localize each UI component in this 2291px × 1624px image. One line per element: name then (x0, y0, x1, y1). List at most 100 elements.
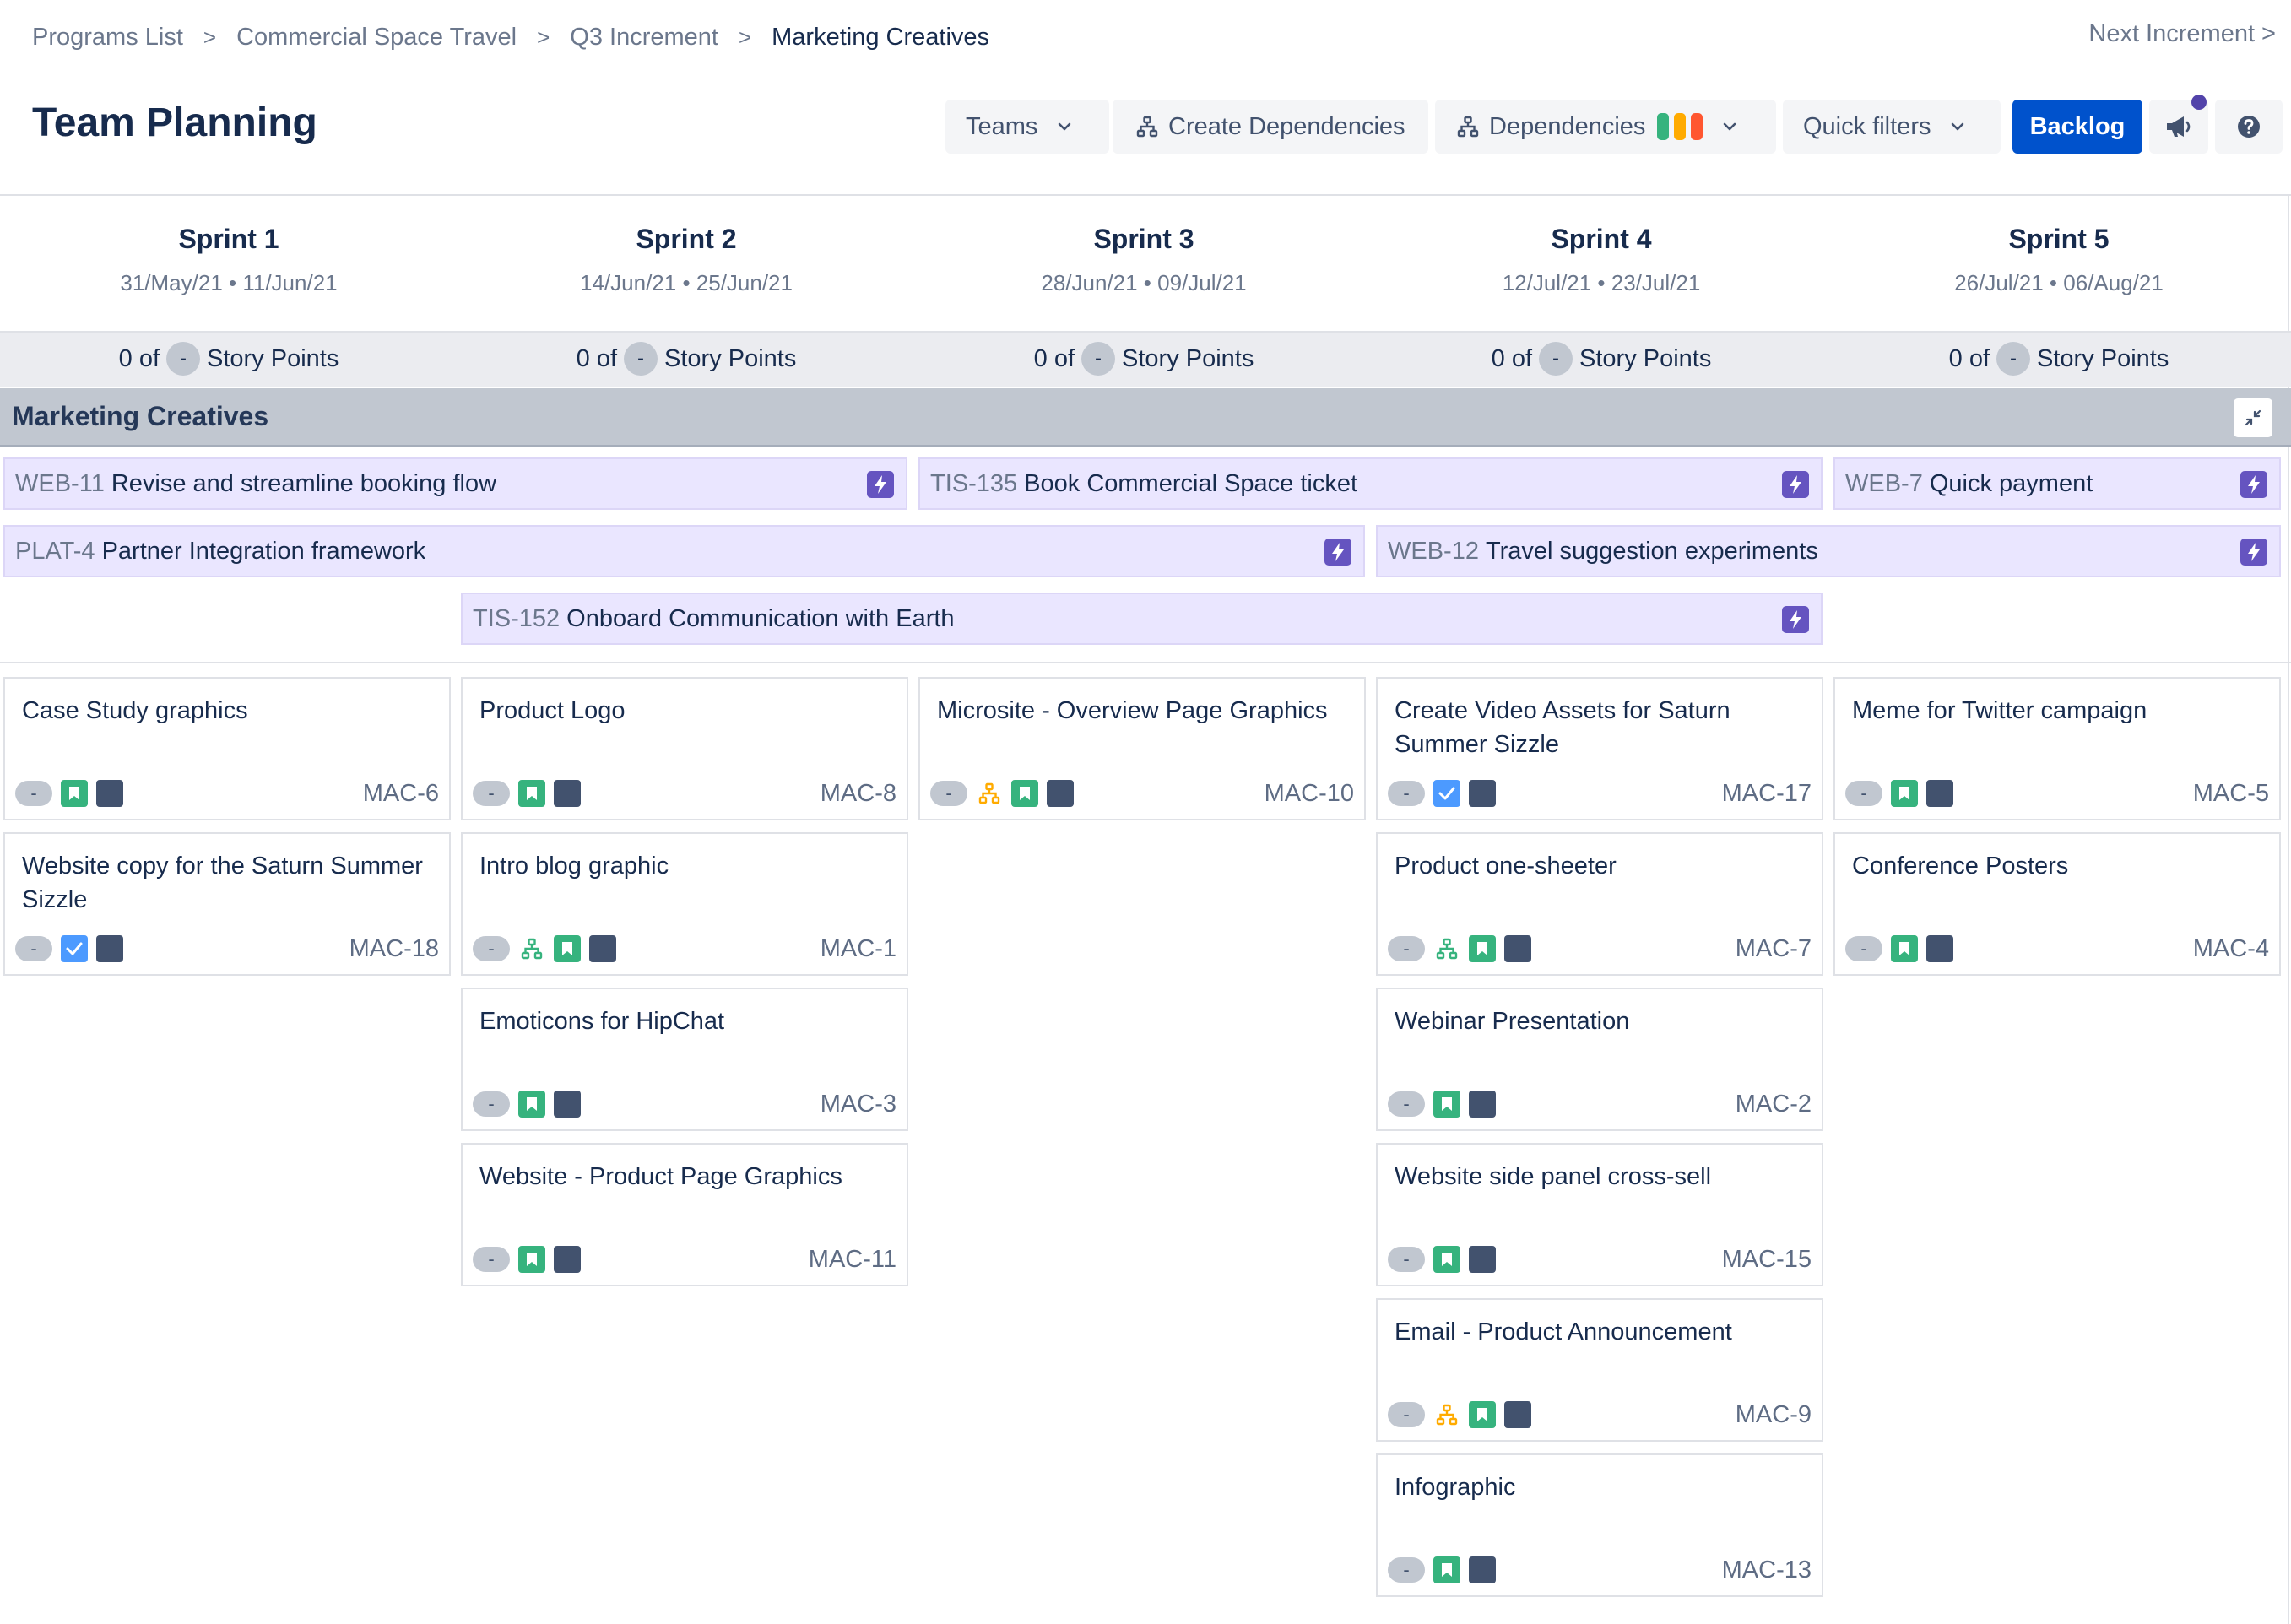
sprint-1-story-points: 0 of - Story Points (0, 331, 458, 387)
issue-card[interactable]: Website copy for the Saturn Summer Sizzl… (3, 832, 451, 976)
feature-bar[interactable]: TIS-152 Onboard Communication with Earth (461, 593, 1823, 645)
issue-card[interactable]: Webinar Presentation - MAC-2 (1376, 988, 1823, 1131)
estimate-pill[interactable]: - (473, 781, 510, 806)
chevron-down-icon (1059, 122, 1071, 131)
issue-footer: - MAC-18 (15, 934, 439, 964)
priority-icon (1926, 935, 1953, 962)
issue-key[interactable]: MAC-18 (349, 934, 439, 962)
sprint-name: Sprint 2 (636, 224, 737, 254)
issue-footer: - MAC-2 (1388, 1089, 1812, 1119)
issue-key[interactable]: MAC-11 (808, 1245, 896, 1273)
points-value-pill: - (624, 342, 658, 376)
priority-icon (1469, 1556, 1496, 1583)
issue-footer: - MAC-13 (1388, 1555, 1812, 1585)
issue-key[interactable]: MAC-2 (1735, 1090, 1812, 1118)
issue-key[interactable]: MAC-13 (1721, 1556, 1812, 1583)
dependency-green-icon[interactable] (518, 935, 545, 962)
estimate-pill[interactable]: - (1845, 936, 1882, 961)
issue-key[interactable]: MAC-1 (820, 934, 896, 962)
dependency-orange-icon[interactable] (976, 780, 1003, 807)
issue-footer: - MAC-5 (1845, 778, 2269, 809)
issue-card[interactable]: Case Study graphics - MAC-6 (3, 677, 451, 820)
estimate-pill[interactable]: - (1388, 781, 1425, 806)
issue-key[interactable]: MAC-5 (2192, 779, 2269, 807)
feature-key: TIS-152 (473, 604, 561, 632)
announcements-button[interactable] (2149, 95, 2208, 154)
issue-key[interactable]: MAC-4 (2192, 934, 2269, 962)
issue-card[interactable]: Intro blog graphic - MAC-1 (461, 832, 908, 976)
estimate-pill[interactable]: - (15, 936, 52, 961)
breadcrumb-programs-list[interactable]: Programs List (32, 23, 183, 51)
issue-key[interactable]: MAC-10 (1264, 779, 1354, 807)
sprint-dates: 26/Jul/21 • 06/Aug/21 (1954, 270, 2164, 295)
feature-bar[interactable]: WEB-11 Revise and streamline booking flo… (3, 457, 907, 510)
backlog-button[interactable]: Backlog (2012, 100, 2142, 154)
priority-icon (1504, 1401, 1531, 1428)
issue-card[interactable]: Microsite - Overview Page Graphics - MAC… (918, 677, 1366, 820)
issue-card[interactable]: Create Video Assets for Saturn Summer Si… (1376, 677, 1823, 820)
next-increment-link[interactable]: Next Increment > (2088, 20, 2276, 47)
estimate-pill[interactable]: - (1388, 1091, 1425, 1117)
issue-card[interactable]: Conference Posters - MAC-4 (1833, 832, 2281, 976)
dependency-icon (1457, 116, 1479, 138)
sprint-dates: 28/Jun/21 • 09/Jul/21 (1041, 270, 1247, 295)
features-divider (0, 662, 2291, 663)
help-button[interactable] (2215, 100, 2283, 154)
issue-key[interactable]: MAC-3 (820, 1090, 896, 1118)
quick-filters-dropdown[interactable]: Quick filters (1783, 100, 2001, 154)
feature-bar[interactable]: WEB-12 Travel suggestion experiments (1376, 525, 2281, 577)
issue-card[interactable]: Emoticons for HipChat - MAC-3 (461, 988, 908, 1131)
issue-card[interactable]: Product Logo - MAC-8 (461, 677, 908, 820)
estimate-pill[interactable]: - (1388, 1247, 1425, 1272)
breadcrumb-program[interactable]: Commercial Space Travel (236, 23, 517, 51)
issue-card[interactable]: Product one-sheeter - MAC-7 (1376, 832, 1823, 976)
issue-footer: - MAC-8 (473, 778, 896, 809)
story-icon (518, 1246, 545, 1273)
issue-key[interactable]: MAC-17 (1721, 779, 1812, 807)
feature-bar[interactable]: TIS-135 Book Commercial Space ticket (918, 457, 1823, 510)
issue-card[interactable]: Meme for Twitter campaign - MAC-5 (1833, 677, 2281, 820)
dependency-green-icon[interactable] (1433, 935, 1460, 962)
dependency-orange-icon[interactable] (1433, 1401, 1460, 1428)
issue-footer: - MAC-9 (1388, 1399, 1812, 1430)
estimate-pill[interactable]: - (930, 781, 967, 806)
sprint-header-4: Sprint 4 12/Jul/21 • 23/Jul/21 (1373, 224, 1830, 296)
issue-key[interactable]: MAC-9 (1735, 1400, 1812, 1428)
estimate-pill[interactable]: - (15, 781, 52, 806)
issue-footer: - MAC-10 (930, 778, 1354, 809)
create-dependencies-label: Create Dependencies (1168, 112, 1405, 140)
estimate-pill[interactable]: - (473, 1247, 510, 1272)
issue-footer: - MAC-11 (473, 1244, 896, 1275)
issue-key[interactable]: MAC-6 (362, 779, 439, 807)
collapse-team-button[interactable] (2234, 398, 2272, 437)
feature-title: Onboard Communication with Earth (566, 604, 955, 632)
legend-red-bar (1691, 113, 1703, 140)
estimate-pill[interactable]: - (1388, 1557, 1425, 1583)
dependencies-dropdown[interactable]: Dependencies (1435, 100, 1776, 154)
teams-dropdown[interactable]: Teams (945, 100, 1109, 154)
breadcrumb-increment[interactable]: Q3 Increment (570, 23, 718, 51)
create-dependencies-button[interactable]: Create Dependencies (1113, 100, 1428, 154)
points-prefix: 0 of (118, 344, 160, 372)
estimate-pill[interactable]: - (473, 1091, 510, 1117)
issue-title: Website - Product Page Graphics (479, 1163, 842, 1190)
estimate-pill[interactable]: - (1845, 781, 1882, 806)
issue-card[interactable]: Website side panel cross-sell - MAC-15 (1376, 1143, 1823, 1286)
estimate-pill[interactable]: - (1388, 1402, 1425, 1427)
task-checkbox-icon (1433, 780, 1460, 807)
feature-title: Travel suggestion experiments (1485, 537, 1818, 565)
issue-footer: - MAC-15 (1388, 1244, 1812, 1275)
feature-bar[interactable]: PLAT-4 Partner Integration framework (3, 525, 1365, 577)
priority-icon (1047, 780, 1074, 807)
issue-key[interactable]: MAC-15 (1721, 1245, 1812, 1273)
issue-card[interactable]: Email - Product Announcement - MAC-9 (1376, 1298, 1823, 1442)
issue-card[interactable]: Website - Product Page Graphics - MAC-11 (461, 1143, 908, 1286)
issue-card[interactable]: Infographic - MAC-13 (1376, 1453, 1823, 1597)
sprint-name: Sprint 3 (1093, 224, 1194, 254)
issue-key[interactable]: MAC-7 (1735, 934, 1812, 962)
estimate-pill[interactable]: - (473, 936, 510, 961)
issue-key[interactable]: MAC-8 (820, 779, 896, 807)
estimate-pill[interactable]: - (1388, 936, 1425, 961)
feature-bar[interactable]: WEB-7 Quick payment (1833, 457, 2281, 510)
points-prefix: 0 of (1948, 344, 1990, 372)
